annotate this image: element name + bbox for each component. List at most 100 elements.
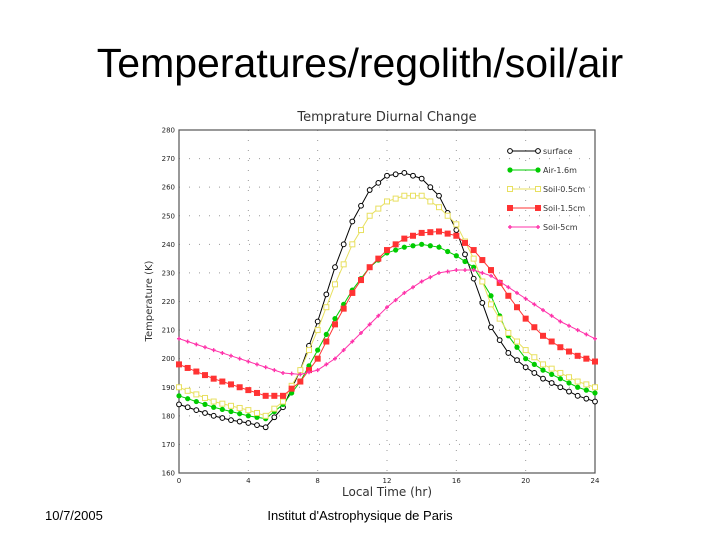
data-point	[245, 387, 252, 394]
legend-marker	[507, 186, 513, 192]
data-point	[505, 292, 512, 299]
data-point	[558, 319, 563, 324]
data-point	[237, 356, 242, 361]
data-point	[470, 247, 477, 254]
data-point	[463, 268, 467, 273]
data-point	[522, 347, 529, 354]
data-point	[297, 378, 304, 385]
data-point	[418, 175, 425, 182]
data-point	[314, 318, 321, 325]
data-point	[505, 350, 512, 356]
y-tick-label: 200	[162, 355, 175, 363]
data-point	[219, 378, 226, 385]
data-point	[211, 348, 216, 353]
data-point	[566, 388, 572, 395]
data-point	[489, 273, 493, 278]
data-point	[254, 389, 260, 396]
data-point	[592, 358, 598, 365]
data-point	[402, 290, 407, 295]
data-point	[548, 338, 555, 345]
x-tick-label: 8	[315, 477, 319, 485]
data-point	[427, 198, 434, 205]
data-point	[228, 408, 234, 415]
data-point	[418, 229, 425, 236]
data-point	[479, 257, 486, 264]
data-point	[566, 348, 572, 355]
data-point	[410, 243, 416, 249]
data-point	[254, 409, 260, 416]
data-point	[548, 380, 555, 386]
data-point	[531, 324, 538, 331]
data-point	[375, 255, 382, 262]
y-tick-label: 190	[162, 384, 175, 392]
y-tick-label: 230	[162, 269, 175, 277]
legend-label: Air-1.6m	[543, 166, 577, 175]
data-point	[323, 291, 330, 298]
data-point	[375, 179, 382, 186]
y-tick-label: 270	[162, 155, 175, 163]
y-tick-label: 250	[162, 212, 175, 220]
data-point	[583, 381, 590, 388]
footer-date: 10/7/2005	[45, 508, 103, 523]
data-point	[237, 411, 243, 417]
data-point	[358, 277, 364, 284]
legend-marker	[507, 205, 513, 211]
data-point	[350, 339, 355, 344]
data-point	[479, 300, 486, 306]
data-point	[193, 398, 199, 405]
data-point	[410, 172, 416, 179]
series-soil-5cm	[177, 268, 597, 377]
data-point	[262, 392, 269, 399]
data-point	[324, 362, 329, 367]
data-point	[314, 355, 321, 362]
data-point	[176, 393, 182, 399]
data-point	[185, 339, 190, 344]
data-point	[557, 344, 564, 351]
data-point	[393, 298, 398, 303]
y-tick-label: 170	[162, 441, 175, 449]
data-point	[315, 368, 320, 373]
data-point	[531, 370, 538, 376]
data-point	[444, 212, 451, 219]
data-point	[288, 385, 295, 392]
data-point	[445, 248, 451, 255]
data-point	[384, 172, 390, 179]
series-soil-1-5cm	[176, 228, 598, 399]
data-point	[289, 371, 294, 376]
data-point	[575, 384, 581, 390]
data-point	[210, 412, 217, 419]
data-point	[453, 221, 460, 228]
data-point	[366, 212, 373, 219]
data-point	[488, 324, 494, 331]
data-point	[419, 241, 425, 247]
data-point	[592, 390, 598, 396]
data-point	[184, 404, 191, 411]
data-point	[462, 251, 468, 258]
data-point	[392, 195, 399, 202]
data-point	[385, 305, 389, 310]
x-tick-label: 4	[246, 477, 251, 485]
data-point	[445, 269, 450, 274]
data-point	[281, 370, 285, 375]
data-point	[574, 378, 581, 385]
data-point	[219, 415, 226, 421]
data-point	[332, 264, 338, 271]
data-point	[202, 401, 208, 407]
data-point	[584, 332, 589, 337]
data-point	[411, 285, 415, 290]
data-point	[393, 247, 399, 253]
data-point	[211, 404, 217, 410]
data-point	[349, 289, 356, 296]
data-point	[307, 370, 311, 375]
data-point	[314, 327, 321, 334]
data-point	[236, 384, 243, 391]
data-point	[177, 336, 181, 341]
data-point	[341, 348, 346, 353]
data-point	[210, 398, 217, 405]
series-air-1-6m	[176, 241, 598, 422]
legend-marker	[535, 148, 541, 154]
data-point	[323, 331, 329, 337]
data-point	[548, 365, 555, 372]
data-point	[514, 357, 520, 363]
legend-marker	[535, 205, 541, 211]
